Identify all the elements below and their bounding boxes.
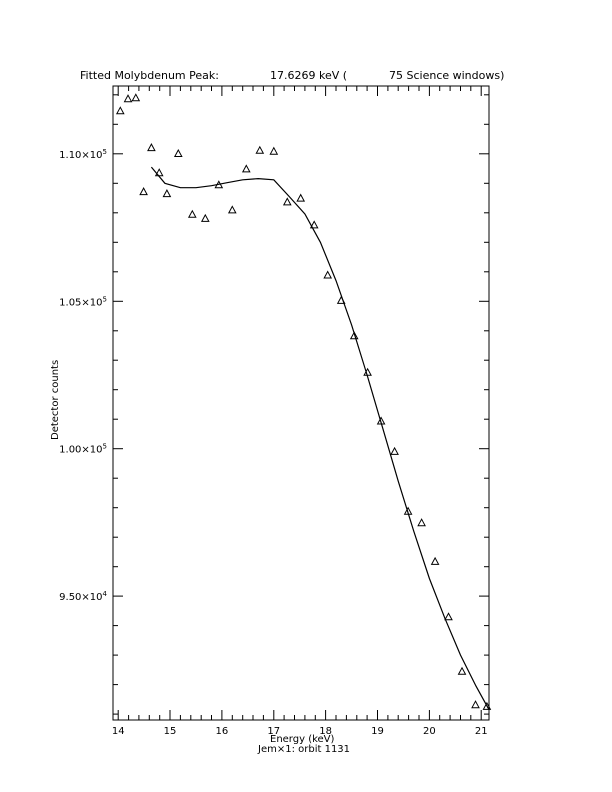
data-point: [241, 164, 251, 173]
y-tick-labels: 9.50×104 1.00×105 1.05×105 1.10×105: [59, 148, 107, 603]
data-point: [154, 168, 164, 177]
chart-title-left: Fitted Molybdenum Peak:: [80, 69, 219, 82]
x-tick-labels: 14 15 16 17 18 19 20 21: [112, 726, 488, 737]
data-point: [417, 518, 426, 527]
x-tick-label: 20: [423, 726, 436, 737]
footer-text: Jem×1: orbit 1131: [257, 744, 350, 755]
x-tick-label: 16: [216, 726, 229, 737]
data-point: [471, 700, 480, 709]
data-point: [457, 666, 467, 675]
x-tick-label: 14: [112, 726, 125, 737]
data-point: [296, 193, 306, 202]
data-point: [349, 331, 359, 340]
data-point: [162, 189, 172, 198]
data-point: [139, 187, 148, 196]
y-axis-ticks: [113, 94, 489, 715]
data-point: [482, 701, 492, 710]
y-axis-label: Detector counts: [50, 360, 61, 440]
data-point: [255, 145, 265, 154]
y-tick-label: 9.50×104: [59, 590, 107, 603]
data-point: [115, 106, 125, 115]
x-axis-ticks: [117, 86, 482, 720]
y-tick-label: 1.05×105: [59, 295, 107, 308]
data-point: [269, 146, 279, 155]
data-point: [123, 94, 133, 103]
x-tick-label: 15: [164, 726, 177, 737]
data-point: [444, 612, 453, 621]
chart-title-right: 75 Science windows): [389, 69, 504, 82]
data-point: [227, 205, 237, 214]
x-axis-label: Energy (keV): [270, 734, 335, 745]
data-point: [282, 197, 292, 206]
y-tick-label: 1.00×105: [59, 443, 107, 456]
data-point: [376, 416, 386, 425]
data-point: [336, 295, 346, 304]
x-tick-label: 21: [475, 726, 488, 737]
data-point: [430, 556, 440, 565]
fit-curve: [150, 166, 490, 710]
data-point: [131, 93, 141, 102]
data-point: [363, 367, 372, 376]
data-points: [115, 93, 492, 710]
data-point: [200, 213, 210, 222]
data-point: [323, 270, 333, 279]
data-point: [147, 143, 156, 152]
data-point: [187, 209, 197, 218]
data-point: [173, 148, 183, 157]
data-point: [390, 446, 399, 455]
chart-title-value: 17.6269 keV (: [270, 69, 347, 82]
plot-frame: [112, 85, 490, 721]
x-tick-label: 18: [319, 726, 332, 737]
data-point: [214, 180, 224, 189]
data-point: [309, 220, 319, 229]
x-tick-label: 17: [267, 726, 280, 737]
y-tick-label: 1.10×105: [59, 148, 107, 161]
x-tick-label: 19: [371, 726, 384, 737]
data-point: [403, 506, 413, 515]
